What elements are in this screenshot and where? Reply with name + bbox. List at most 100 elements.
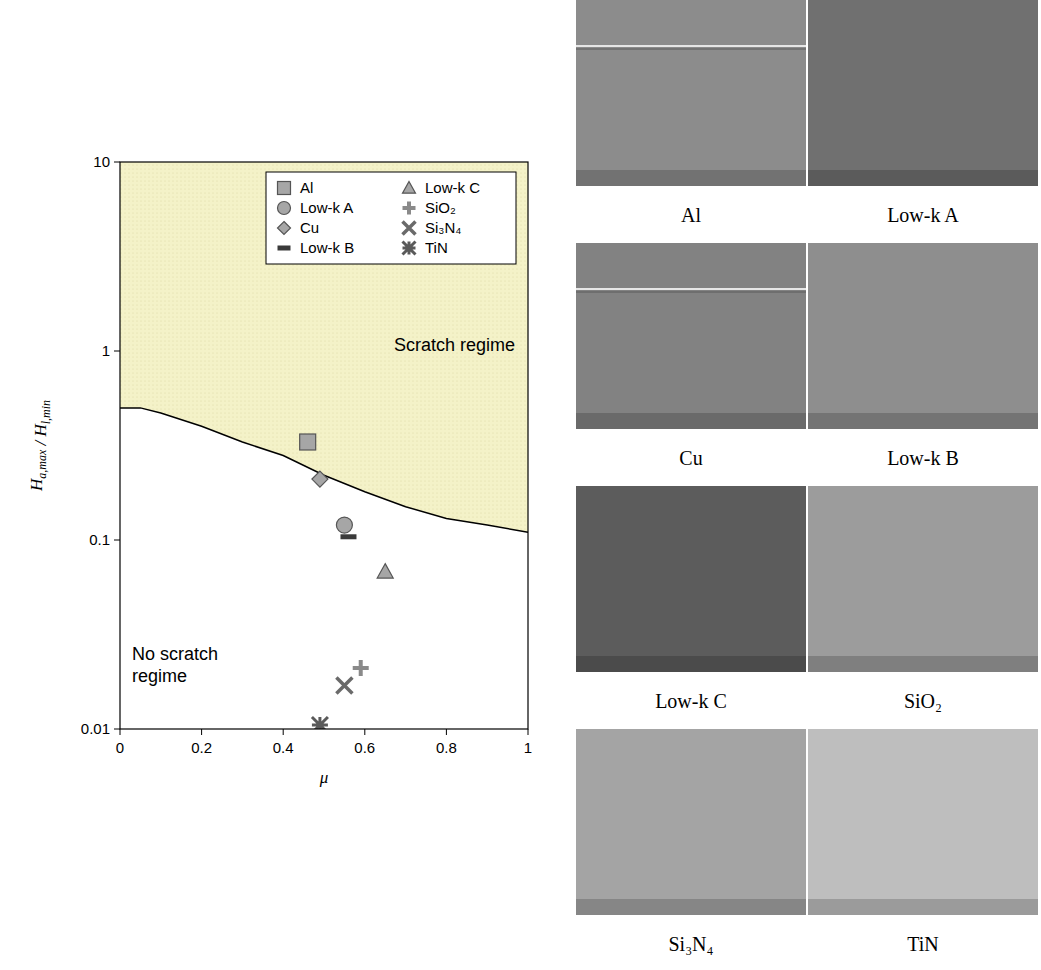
sem-info-bar (576, 413, 806, 429)
data-point (336, 517, 352, 533)
marker-shape (403, 222, 416, 235)
legend-marker (403, 182, 416, 194)
x-tick-label: 0.2 (191, 739, 212, 756)
legend-marker (278, 202, 291, 215)
plot-frame (120, 162, 528, 729)
boundary-line (120, 408, 528, 532)
y-tick (114, 162, 120, 163)
marker-shape (377, 564, 393, 578)
legend-marker (278, 182, 291, 195)
y-tick (114, 729, 120, 730)
scratch-line (576, 288, 806, 290)
legend: Al Low-k A Cu Low-k B Low-k C SiO₂ Si₃N₄ TiN (266, 172, 516, 264)
region-label-line: regime (132, 666, 187, 686)
x-tick (120, 729, 121, 735)
marker-shape (300, 434, 316, 450)
y-tick-label: 10 (93, 153, 110, 170)
sem-label: TiN (907, 933, 939, 955)
legend-marker (278, 222, 291, 235)
data-point (300, 434, 316, 450)
y-tick-label: 0.01 (81, 720, 110, 737)
marker-shape (278, 246, 291, 251)
x-tick-label: 0.6 (354, 739, 375, 756)
marker-shape (278, 202, 291, 215)
data-point (312, 471, 328, 487)
sem-label: Low-k A (887, 204, 959, 226)
sem-image (576, 243, 806, 429)
sem-image (576, 729, 806, 915)
sem-image (576, 486, 806, 672)
marker-shape (403, 242, 416, 255)
sem-label: Low-k C (655, 690, 727, 712)
y-tick-label: 0.1 (89, 531, 110, 548)
scratch-line (576, 45, 806, 47)
x-tick-label: 0.8 (436, 739, 457, 756)
sem-info-bar (576, 170, 806, 186)
marker-shape (340, 534, 356, 539)
legend-label: Low-k A (300, 199, 353, 216)
sem-label: Cu (679, 447, 702, 469)
marker-shape (336, 677, 352, 693)
y-tick (114, 351, 120, 352)
scratch-region (120, 162, 528, 532)
sem-image (808, 0, 1038, 186)
sem-image (808, 729, 1038, 915)
y-tick (114, 540, 120, 541)
y-axis-title: Ha,max / Hl,min (27, 400, 53, 492)
data-point (377, 564, 393, 578)
data-point (336, 677, 352, 693)
legend-marker (403, 222, 416, 235)
region-label: No scratchregime (132, 644, 218, 686)
sem-info-bar (576, 656, 806, 672)
data-point (353, 660, 369, 676)
sem-image (808, 486, 1038, 672)
x-tick (283, 729, 284, 735)
region-label-line: No scratch (132, 644, 218, 664)
sem-info-bar (808, 413, 1038, 429)
data-point (340, 534, 356, 539)
sem-info-bar (808, 899, 1038, 915)
sem-label: Al (681, 204, 701, 226)
marker-shape (336, 517, 352, 533)
x-tick-label: 1 (524, 739, 532, 756)
x-tick (528, 729, 529, 735)
marker-shape (353, 660, 369, 676)
y-axis-title-sub: a,max (35, 449, 49, 479)
legend-box (266, 172, 516, 264)
region-label: Scratch regime (394, 335, 515, 355)
marker-shape (312, 471, 328, 487)
legend-label: Low-k C (425, 179, 480, 196)
x-tick (201, 729, 202, 735)
scratch-edge (576, 292, 806, 293)
sem-info-bar (808, 170, 1038, 186)
figure: 0.01 0.1 1 10 0 0.2 0.4 0.6 0.8 1 μ Ha,max / Hl,min… (0, 0, 1041, 970)
x-axis-title: μ (319, 768, 329, 787)
legend-label: Si₃N₄ (425, 219, 461, 236)
marker-shape (278, 222, 291, 235)
sem-label: SiO₂ (904, 690, 942, 712)
x-tick-label: 0.4 (273, 739, 294, 756)
plot-area (120, 162, 528, 729)
x-tick (364, 729, 365, 735)
legend-label: SiO₂ (425, 199, 456, 216)
legend-marker (403, 242, 416, 255)
marker-shape (403, 202, 416, 215)
sem-label: Low-k B (887, 447, 959, 469)
data-point (312, 717, 328, 729)
legend-label: Cu (300, 219, 319, 236)
legend-label: Low-k B (300, 239, 354, 256)
sem-image (808, 243, 1038, 429)
x-tick (446, 729, 447, 735)
marker-shape (403, 182, 416, 194)
legend-marker (278, 246, 291, 251)
x-tick-label: 0 (116, 739, 124, 756)
sem-info-bar (576, 899, 806, 915)
legend-marker (403, 202, 416, 215)
y-tick-label: 1 (102, 342, 110, 359)
marker-shape (278, 182, 291, 195)
legend-label: TiN (425, 239, 448, 256)
marker-shape (312, 717, 328, 729)
sem-label: Si₃N₄ (668, 933, 713, 955)
legend-label: Al (300, 179, 313, 196)
sem-image (576, 0, 806, 186)
